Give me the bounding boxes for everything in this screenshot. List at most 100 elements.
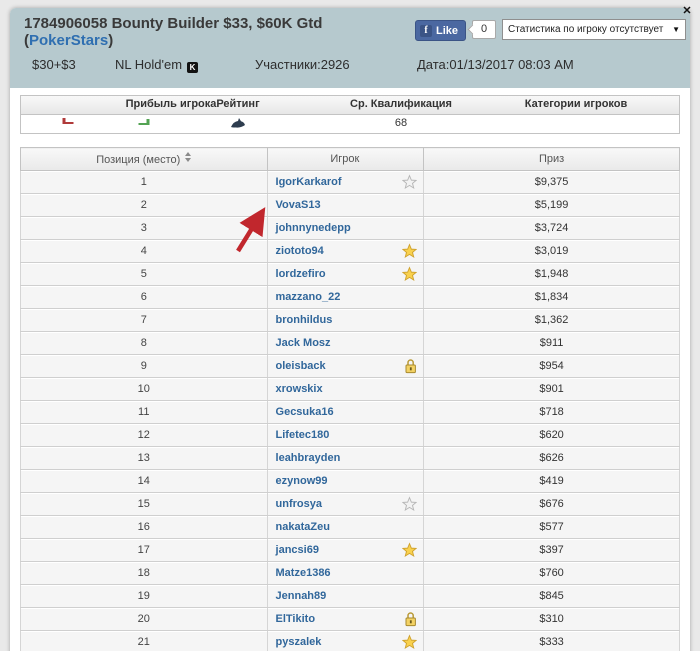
position-cell: 21 — [20, 630, 268, 651]
column-header-position[interactable]: Позиция (место) — [20, 147, 268, 171]
player-cell: johnnynedepp — [266, 216, 425, 240]
player-link[interactable]: Matze1386 — [275, 567, 331, 579]
tournament-name: 1784906058 Bounty Builder $33, $60K Gtd — [24, 15, 323, 32]
position-cell: 20 — [20, 607, 268, 631]
player-link[interactable]: pyszalek — [275, 636, 322, 648]
player-cell: lordzefiro — [266, 262, 425, 286]
position-cell: 19 — [20, 584, 268, 608]
summary-header-row: Прибыль игрока Рейтинг Ср. Квалификация … — [21, 96, 679, 115]
player-link[interactable]: bronhildus — [275, 314, 333, 326]
table-row: 7 bronhildus $1,362 — [20, 308, 680, 332]
table-row: 19 Jennah89 $845 — [20, 584, 680, 608]
player-link[interactable]: IgorKarkarof — [275, 176, 342, 188]
player-cell: ezynow99 — [266, 469, 425, 493]
player-cell: mazzano_22 — [266, 285, 425, 309]
position-cell: 15 — [20, 492, 268, 516]
player-link[interactable]: Jennah89 — [275, 590, 327, 602]
player-link[interactable]: ezynow99 — [275, 475, 328, 487]
player-summary-table: Прибыль игрока Рейтинг Ср. Квалификация … — [20, 95, 680, 134]
results-table-body: 1 IgorKarkarof $9,375 2 VovaS13 $5,199 3 johnny… — [20, 170, 680, 651]
player-cell: Gecsuka16 — [266, 400, 425, 424]
position-cell: 17 — [20, 538, 268, 562]
card-icon: K — [187, 62, 199, 73]
facebook-icon: f — [420, 24, 432, 37]
column-header-prize: Приз — [423, 147, 680, 171]
player-link[interactable]: mazzano_22 — [275, 291, 341, 303]
player-link[interactable]: Gecsuka16 — [275, 406, 334, 418]
table-row: 15 unfrosya $676 — [20, 492, 680, 516]
column-header-player: Игрок — [266, 147, 425, 171]
table-row: 14 ezynow99 $419 — [20, 469, 680, 493]
position-cell: 13 — [20, 446, 268, 470]
position-cell: 18 — [20, 561, 268, 585]
player-link[interactable]: Jack Mosz — [275, 337, 331, 349]
position-cell: 6 — [20, 285, 268, 309]
facebook-like-button[interactable]: f Like — [415, 20, 467, 41]
sort-icon — [185, 152, 192, 162]
prize-cell: $845 — [423, 584, 680, 608]
prize-cell: $577 — [423, 515, 680, 539]
player-link[interactable]: lordzefiro — [275, 268, 326, 280]
table-row: 11 Gecsuka16 $718 — [20, 400, 680, 424]
player-link[interactable]: nakataZeu — [275, 521, 330, 533]
table-row: 1 IgorKarkarof $9,375 — [20, 170, 680, 194]
player-link[interactable]: ElTikito — [275, 613, 316, 625]
pokerstars-link[interactable]: PokerStars — [29, 32, 109, 49]
player-cell: xrowskix — [266, 377, 425, 401]
column-header-profit: Прибыль игрока — [125, 98, 217, 110]
position-cell: 12 — [20, 423, 268, 447]
avg-qualification-value: 68 — [394, 117, 408, 129]
player-cell: nakataZeu — [266, 515, 425, 539]
table-row: 16 nakataZeu $577 — [20, 515, 680, 539]
prize-cell: $397 — [423, 538, 680, 562]
player-link[interactable]: ziototo94 — [275, 245, 324, 257]
position-cell: 3 — [20, 216, 268, 240]
prize-cell: $626 — [423, 446, 680, 470]
table-row: 6 mazzano_22 $1,834 — [20, 285, 680, 309]
player-link[interactable]: Lifetec180 — [275, 429, 330, 441]
table-row: 18 Matze1386 $760 — [20, 561, 680, 585]
position-cell: 16 — [20, 515, 268, 539]
profit-down-icon — [62, 117, 75, 129]
player-link[interactable]: jancsi69 — [275, 544, 319, 556]
tournament-title: 1784906058 Bounty Builder $33, $60K Gtd … — [24, 15, 414, 49]
player-cell: ElTikito — [266, 607, 425, 631]
position-header-label: Позиция (место) — [96, 154, 181, 166]
player-link[interactable]: unfrosya — [275, 498, 322, 510]
column-header-rating: Рейтинг — [216, 98, 260, 110]
table-row: 17 jancsi69 $397 — [20, 538, 680, 562]
player-link[interactable]: oleisback — [275, 360, 326, 372]
prize-cell: $1,834 — [423, 285, 680, 309]
column-header-qualification: Ср. Квалификация — [350, 98, 452, 110]
position-cell: 8 — [20, 331, 268, 355]
position-cell: 10 — [20, 377, 268, 401]
lock-icon — [404, 358, 417, 374]
prize-cell: $718 — [423, 400, 680, 424]
prize-cell: $3,724 — [423, 216, 680, 240]
position-cell: 7 — [20, 308, 268, 332]
table-row: 9 oleisback $954 — [20, 354, 680, 378]
like-count-bubble[interactable]: 0 — [472, 20, 496, 39]
chevron-down-icon: ▼ — [672, 25, 680, 34]
player-cell: bronhildus — [266, 308, 425, 332]
close-icon[interactable]: ✕ — [677, 2, 697, 18]
player-link[interactable]: johnnynedepp — [275, 222, 351, 234]
player-link[interactable]: xrowskix — [275, 383, 323, 395]
prize-cell: $760 — [423, 561, 680, 585]
table-row: 8 Jack Mosz $911 — [20, 331, 680, 355]
player-link[interactable]: leahbrayden — [275, 452, 341, 464]
game-type: NL Hold'em K — [115, 57, 199, 73]
player-cell: leahbrayden — [266, 446, 425, 470]
position-cell: 11 — [20, 400, 268, 424]
table-row: 20 ElTikito $310 — [20, 607, 680, 631]
prize-cell: $419 — [423, 469, 680, 493]
prize-cell: $954 — [423, 354, 680, 378]
table-row: 4 ziototo94 $3,019 — [20, 239, 680, 263]
player-link[interactable]: VovaS13 — [275, 199, 321, 211]
position-cell: 9 — [20, 354, 268, 378]
profit-up-icon — [138, 117, 151, 129]
player-stats-dropdown[interactable]: Статистика по игроку отсутствует ▼ — [502, 19, 686, 40]
table-row: 10 xrowskix $901 — [20, 377, 680, 401]
table-row: 12 Lifetec180 $620 — [20, 423, 680, 447]
